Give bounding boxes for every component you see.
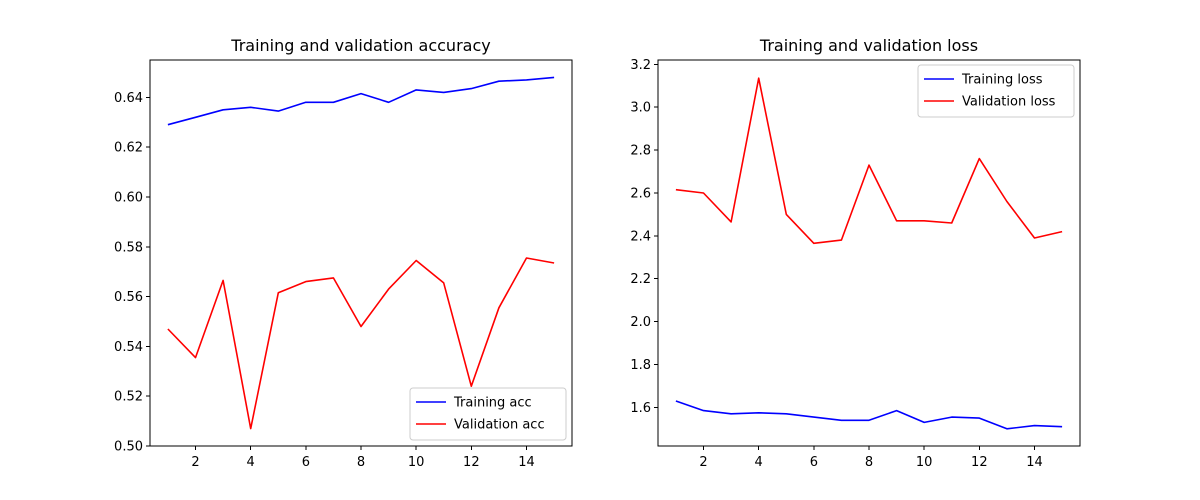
y-tick-label: 0.64 xyxy=(114,91,143,106)
accuracy-chart: Training and validation accuracy 2 4 6 8 10 12… xyxy=(114,36,573,470)
legend-label: Training acc xyxy=(453,396,532,411)
series-line-validation-acc xyxy=(167,257,555,430)
legend: Training loss Validation loss xyxy=(917,64,1075,118)
x-tick-label: 10 xyxy=(916,455,933,470)
loss-chart: Training and validation loss 2 4 6 8 10 12 14 1.… xyxy=(630,36,1081,470)
legend-label: Training loss xyxy=(961,73,1043,88)
x-tick-label: 14 xyxy=(1026,455,1043,470)
y-tick-label: 3.2 xyxy=(630,58,651,73)
x-tick-label: 8 xyxy=(357,455,365,470)
series-line-training-acc xyxy=(167,76,555,126)
y-tick-label: 0.56 xyxy=(114,290,143,305)
legend-label: Validation acc xyxy=(454,418,545,433)
y-tick-label: 2.6 xyxy=(630,186,651,201)
y-tick-label: 0.52 xyxy=(114,390,143,405)
x-tick-label: 4 xyxy=(755,455,763,470)
y-tick-label: 3.0 xyxy=(630,101,651,116)
x-tick-label: 12 xyxy=(971,455,988,470)
series-line-training-loss xyxy=(675,400,1063,430)
x-tick-label: 10 xyxy=(408,455,425,470)
chart-title: Training and validation accuracy xyxy=(230,36,490,55)
legend-box xyxy=(917,64,1075,118)
y-tick-label: 0.58 xyxy=(114,240,143,255)
chart-title: Training and validation loss xyxy=(759,36,978,55)
x-tick-label: 8 xyxy=(865,455,873,470)
x-tick-label: 2 xyxy=(699,455,707,470)
x-tick-label: 6 xyxy=(302,455,310,470)
plot-frame xyxy=(657,59,1081,447)
y-tick-label: 0.50 xyxy=(114,440,143,455)
x-tick-label: 14 xyxy=(518,455,535,470)
y-tick-label: 2.2 xyxy=(630,272,651,287)
y-tick-label: 0.54 xyxy=(114,340,143,355)
x-tick-label: 4 xyxy=(247,455,255,470)
y-tick-label: 0.60 xyxy=(114,190,143,205)
legend: Training acc Validation acc xyxy=(409,387,567,441)
y-tick-label: 2.8 xyxy=(630,144,651,159)
y-tick-label: 2.0 xyxy=(630,315,651,330)
legend-box xyxy=(409,387,567,441)
x-tick-label: 6 xyxy=(810,455,818,470)
y-tick-label: 1.6 xyxy=(630,401,651,416)
series-line-validation-loss xyxy=(675,77,1063,245)
x-tick-label: 12 xyxy=(463,455,480,470)
legend-label: Validation loss xyxy=(962,95,1056,110)
y-tick-label: 1.8 xyxy=(630,358,651,373)
y-tick-label: 2.4 xyxy=(630,229,651,244)
x-tick-label: 2 xyxy=(191,455,199,470)
y-tick-label: 0.62 xyxy=(114,141,143,156)
